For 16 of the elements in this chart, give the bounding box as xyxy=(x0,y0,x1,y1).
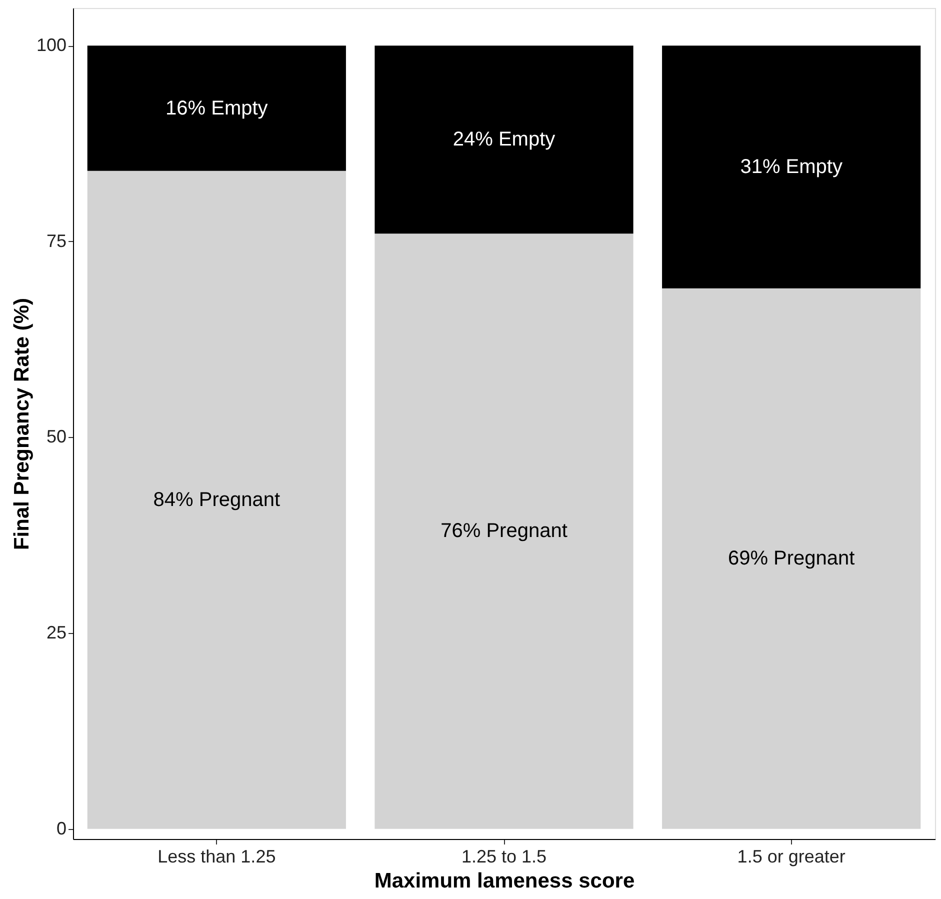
y-tick-label: 25 xyxy=(46,622,66,643)
data-label: 84% Pregnant xyxy=(153,488,280,511)
x-tick-label: Less than 1.25 xyxy=(158,846,276,866)
data-label: 31% Empty xyxy=(740,156,842,178)
y-tick-label: 100 xyxy=(36,35,66,56)
y-tick-label: 0 xyxy=(56,818,66,838)
data-label: 24% Empty xyxy=(452,128,556,151)
y-axis-title: Final Pregnancy Rate (%) xyxy=(10,298,34,550)
data-label: 76% Pregnant xyxy=(440,520,568,542)
x-tick-label: 1.25 to 1.5 xyxy=(461,846,547,866)
data-label: 69% Pregnant xyxy=(728,548,856,570)
y-tick-label: 75 xyxy=(46,230,66,251)
data-label: 16% Empty xyxy=(166,97,268,120)
x-tick-label: 1.5 or greater xyxy=(737,846,846,866)
y-tick-label: 50 xyxy=(46,426,66,447)
x-axis-title: Maximum lameness score xyxy=(374,870,635,892)
